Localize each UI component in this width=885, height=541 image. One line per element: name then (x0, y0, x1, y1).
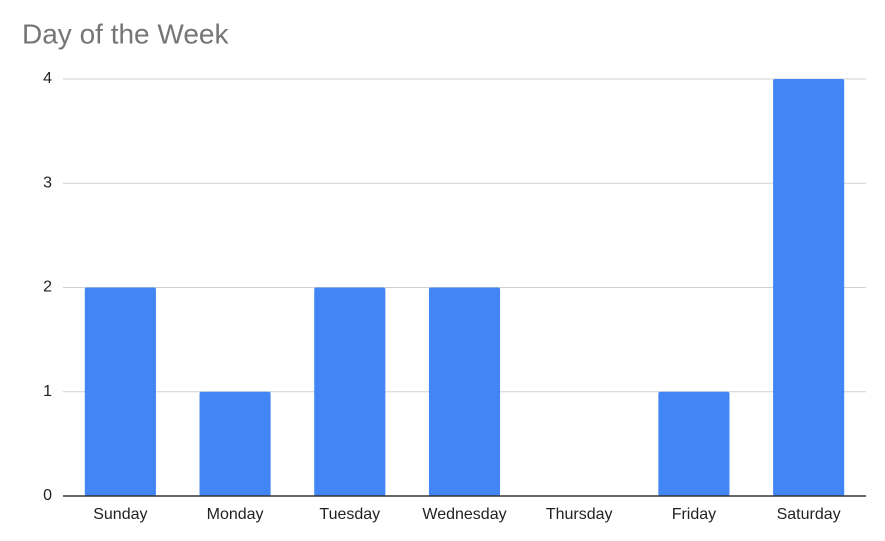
bar (314, 287, 386, 496)
y-tick-label: 3 (43, 174, 52, 191)
y-tick-label: 1 (43, 383, 52, 400)
y-tick-label: 0 (43, 487, 52, 504)
x-tick-label: Thursday (546, 506, 613, 523)
bar (773, 79, 845, 496)
x-tick-label: Monday (207, 506, 264, 523)
x-tick-label: Saturday (777, 506, 841, 523)
x-tick-label: Tuesday (319, 506, 380, 523)
x-tick-label: Sunday (93, 506, 147, 523)
bar (428, 287, 501, 496)
bar (199, 391, 271, 496)
bar (658, 391, 730, 496)
y-tick-label: 4 (43, 70, 52, 87)
bar (84, 287, 156, 496)
x-tick-label: Wednesday (422, 506, 506, 523)
x-tick-label: Friday (672, 506, 716, 523)
chart-title: Day of the Week (22, 18, 229, 49)
y-tick-label: 2 (43, 279, 52, 296)
